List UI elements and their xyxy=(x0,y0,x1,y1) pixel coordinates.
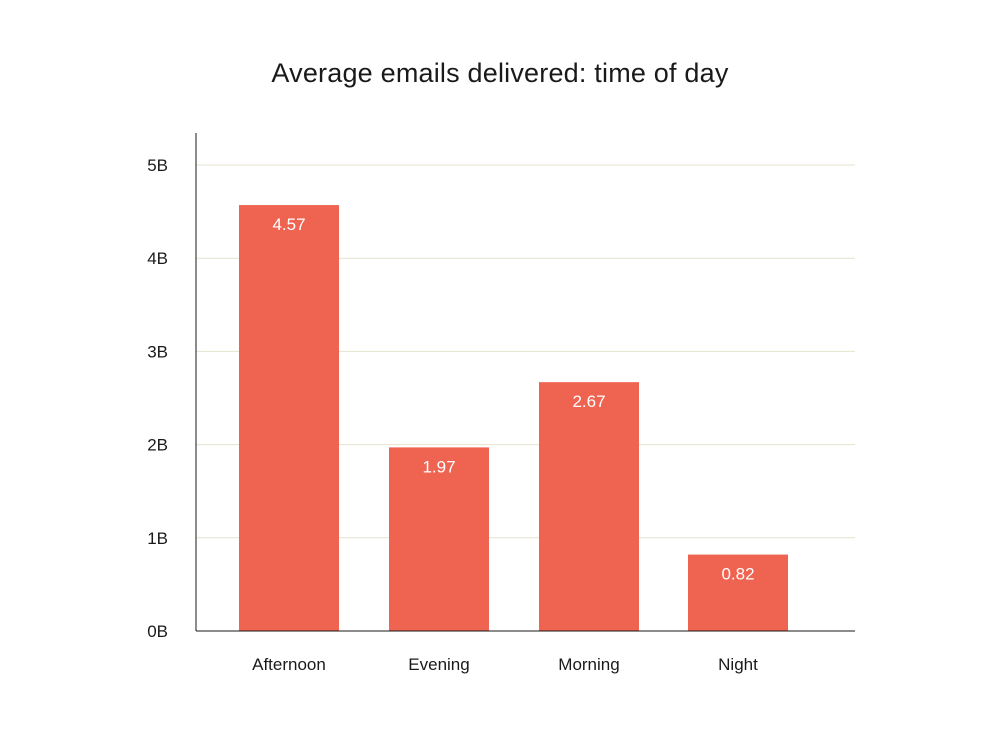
bar-value-label: 1.97 xyxy=(422,457,455,476)
bar-value-label: 0.82 xyxy=(721,565,754,584)
y-tick-label: 3B xyxy=(147,342,168,361)
x-tick-label: Afternoon xyxy=(252,655,326,674)
labels: 0B 1B 2B 3B 4B 5B 4.57 Afternoon 1.97 Evening 2.67… xyxy=(147,156,758,674)
axes xyxy=(195,133,855,632)
bar xyxy=(239,205,339,632)
y-tick-label: 0B xyxy=(147,622,168,641)
bar-value-label: 4.57 xyxy=(272,215,305,234)
y-tick-label: 1B xyxy=(147,529,168,548)
y-tick-label: 5B xyxy=(147,156,168,175)
x-tick-label: Morning xyxy=(558,655,619,674)
x-tick-label: Evening xyxy=(408,655,469,674)
x-tick-label: Night xyxy=(718,655,758,674)
bar xyxy=(389,447,489,631)
bar-value-label: 2.67 xyxy=(572,392,605,411)
y-tick-label: 4B xyxy=(147,249,168,268)
bar xyxy=(688,554,788,631)
bar xyxy=(539,382,639,631)
y-tick-label: 2B xyxy=(147,436,168,455)
chart-title: Average emails delivered: time of day xyxy=(271,58,729,88)
bars xyxy=(239,205,788,632)
